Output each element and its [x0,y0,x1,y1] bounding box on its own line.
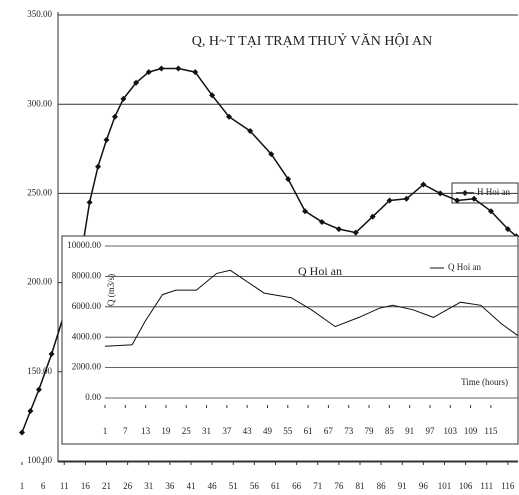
y-tick-label: 0.00 [85,392,101,402]
x-tick-label: 86 [377,481,387,491]
marker [103,136,110,143]
y-tick-label: 150.00 [27,366,52,376]
x-tick-label: 67 [324,426,334,436]
marker [318,218,325,225]
x-tick-label: 7 [123,426,128,436]
x-tick-label: 73 [344,426,354,436]
x-tick-label: 97 [425,426,435,436]
marker [471,195,478,202]
marker [504,226,511,233]
x-tick-label: 1 [103,426,108,436]
series-line [104,269,519,347]
marker [27,408,34,415]
marker [403,195,410,202]
x-tick-label: 46 [208,481,218,491]
x-tick-label: 51 [229,481,238,491]
marker [145,69,152,76]
y-tick-label: 250.00 [27,187,52,197]
marker [111,113,118,120]
x-tick-label: 26 [123,481,133,491]
marker [48,350,55,357]
x-tick-label: 36 [165,481,175,491]
x-tick-label: 49 [263,426,273,436]
marker [95,163,102,170]
marker [192,69,199,76]
x-tick-label: 31 [144,481,153,491]
x-tick-label: 25 [182,426,192,436]
legend-label: H Hoi an [477,187,510,197]
x-tick-label: 19 [161,426,171,436]
inset-frame [61,235,519,445]
x-tick-label: 76 [334,481,344,491]
x-tick-label: 37 [222,426,232,436]
x-tick-label: 56 [250,481,260,491]
chart-title: Q, H~T TẠI TRẠM THUỶ VĂN HỘI AN [192,32,432,49]
marker [285,176,292,183]
y-tick-label: 200.00 [27,277,52,287]
y-tick-label: 300.00 [27,98,52,108]
x-tick-label: 116 [501,481,515,491]
marker [352,229,359,236]
marker [120,95,127,102]
x-tick-label: 55 [283,426,293,436]
x-tick-label: 81 [355,481,364,491]
x-tick-label: 111 [480,481,493,491]
y-tick-label: 350.00 [27,9,52,19]
marker [386,197,393,204]
x-tick-label: 31 [202,426,211,436]
x-tick-label: 43 [243,426,253,436]
x-tick-label: 71 [313,481,322,491]
x-tick-label: 101 [438,481,452,491]
x-tick-label: 103 [444,426,458,436]
y-tick-label: 8000.00 [72,270,102,280]
inset-title: Q Hoi an [298,264,342,278]
marker [420,181,427,188]
marker [226,113,233,120]
marker [175,65,182,72]
marker [437,190,444,197]
inset-chart: Q Hoi an Q (m3/s) Time (hours) Q Hoi an … [61,235,519,445]
x-tick-label: 6 [41,481,46,491]
x-tick-label: 85 [385,426,395,436]
y-tick-label: 100.00 [27,455,52,465]
x-tick-label: 79 [365,426,375,436]
marker [133,79,140,86]
marker [454,197,461,204]
x-tick-label: 13 [141,426,151,436]
marker [487,208,494,215]
y-tick-label: 2000.00 [72,362,102,372]
x-tick-label: 66 [292,481,302,491]
y-tick-label: 4000.00 [72,331,102,341]
x-tick-label: 61 [304,426,313,436]
x-tick-label: 96 [419,481,429,491]
marker [19,429,25,436]
x-tick-label: 21 [102,481,111,491]
y-tick-label: 10000.00 [67,240,101,250]
marker [247,127,254,134]
x-tick-label: 11 [60,481,69,491]
x-tick-label: 91 [398,481,407,491]
marker [268,151,275,158]
inset-legend-label: Q Hoi an [448,262,481,272]
inset-x-label: Time (hours) [461,377,508,387]
x-tick-label: 106 [459,481,473,491]
x-tick-label: 109 [464,426,478,436]
marker [158,65,165,72]
x-tick-label: 16 [81,481,91,491]
marker [369,213,376,220]
y-tick-label: 6000.00 [72,301,102,311]
marker [302,208,309,215]
x-tick-label: 41 [186,481,195,491]
marker [335,226,342,233]
x-tick-label: 1 [20,481,25,491]
x-tick-label: 61 [271,481,280,491]
x-tick-label: 91 [405,426,414,436]
x-tick-label: 115 [484,426,498,436]
marker [35,386,42,393]
inset-y-label: Q (m3/s) [106,274,116,306]
marker [209,92,216,99]
marker [86,199,93,206]
